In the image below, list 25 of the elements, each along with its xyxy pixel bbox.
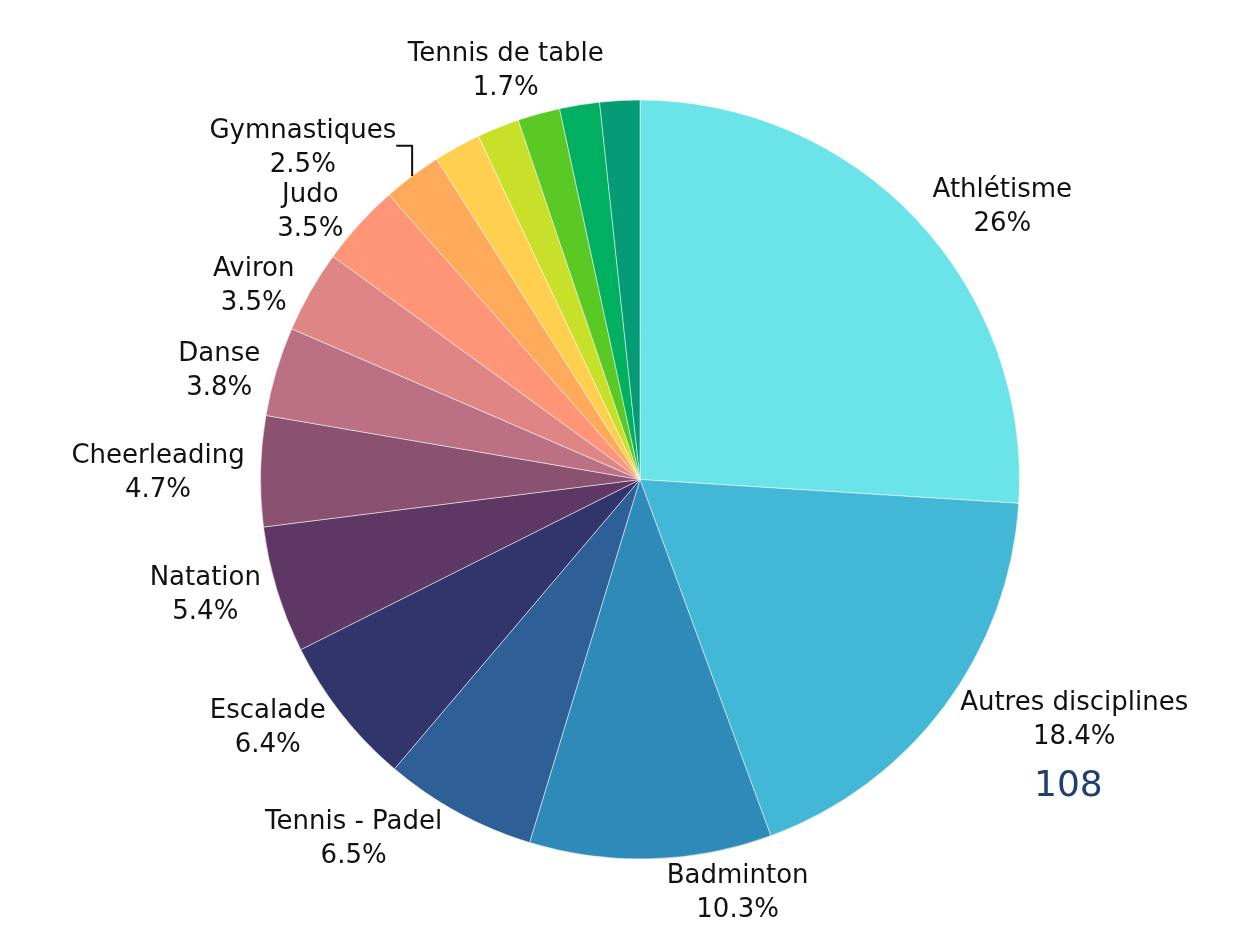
slice-label: Tennis de table	[406, 36, 604, 67]
data-label: 3.5%	[277, 211, 344, 242]
data-label: 26%	[973, 206, 1032, 237]
slice-label: Aviron	[213, 251, 295, 282]
text: 108	[1034, 763, 1103, 804]
slice-label: Judo	[280, 177, 339, 208]
data-label: 6.4%	[234, 728, 301, 759]
slice-label: Autres disciplines	[960, 685, 1189, 716]
slice-label: Escalade	[209, 694, 326, 725]
data-label: 3.5%	[220, 285, 287, 316]
slice-label: Athlétisme	[932, 172, 1073, 203]
slice-label: Natation	[149, 560, 261, 591]
data-label: 2.5%	[269, 147, 336, 178]
data-label: 5.4%	[172, 594, 239, 625]
slice-label: Danse	[178, 336, 261, 367]
slice-label: Gymnastiques	[209, 113, 397, 144]
slice-label: Cheerleading	[71, 439, 245, 470]
data-label: 10.3%	[696, 892, 779, 923]
data-label: 3.8%	[186, 370, 253, 401]
slice-label: Badminton	[666, 858, 809, 889]
data-label: 18.4%	[1032, 719, 1116, 750]
slice-label: Tennis - Padel	[264, 805, 443, 836]
data-label: 1.7%	[472, 70, 539, 101]
data-label: 4.7%	[125, 473, 192, 504]
data-label: 6.5%	[320, 839, 387, 870]
